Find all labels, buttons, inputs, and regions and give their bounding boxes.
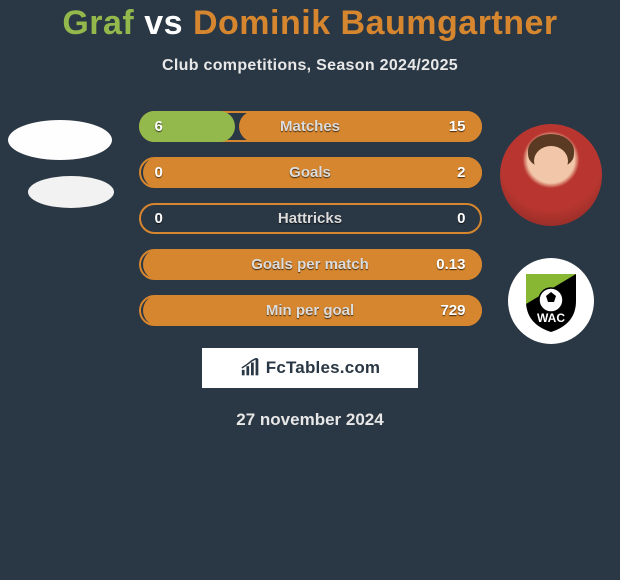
stat-left-value: 0 — [155, 164, 163, 181]
stat-right-value: 15 — [449, 118, 466, 135]
stat-right-value: 729 — [440, 302, 465, 319]
branding-badge[interactable]: FcTables.com — [202, 348, 418, 388]
player1-avatar — [8, 120, 112, 160]
stat-label: Min per goal — [266, 302, 354, 319]
player2-avatar — [500, 124, 602, 226]
player1-name: Graf — [62, 4, 134, 42]
bar-chart-icon — [240, 358, 262, 378]
svg-text:WAC: WAC — [537, 311, 565, 325]
stat-row: 6 Matches 15 — [139, 111, 482, 142]
subtitle: Club competitions, Season 2024/2025 — [0, 57, 620, 75]
stat-label: Hattricks — [278, 210, 342, 227]
stat-row: 0 Hattricks 0 — [139, 203, 482, 234]
stat-row: 0 Goals 2 — [139, 157, 482, 188]
stat-right-value: 0 — [457, 210, 465, 227]
stat-label: Goals per match — [251, 256, 369, 273]
stat-fill-right — [239, 111, 481, 142]
vs-separator: vs — [144, 4, 183, 42]
club-shield-icon: WAC — [516, 266, 586, 336]
stat-left-value: 0 — [155, 210, 163, 227]
player1-club-logo — [28, 176, 114, 208]
stat-label: Goals — [289, 164, 331, 181]
stat-fill-left — [139, 111, 236, 142]
stat-right-value: 0.13 — [436, 256, 465, 273]
stat-left-value: 6 — [155, 118, 163, 135]
page-title: Graf vs Dominik Baumgartner — [0, 4, 620, 43]
stat-label: Matches — [280, 118, 340, 135]
player2-club-logo: WAC — [508, 258, 594, 344]
player2-name: Dominik Baumgartner — [193, 4, 558, 42]
stat-right-value: 2 — [457, 164, 465, 181]
stat-row: Goals per match 0.13 — [139, 249, 482, 280]
stat-row: Min per goal 729 — [139, 295, 482, 326]
branding-text: FcTables.com — [266, 358, 381, 378]
date-label: 27 november 2024 — [0, 410, 620, 430]
